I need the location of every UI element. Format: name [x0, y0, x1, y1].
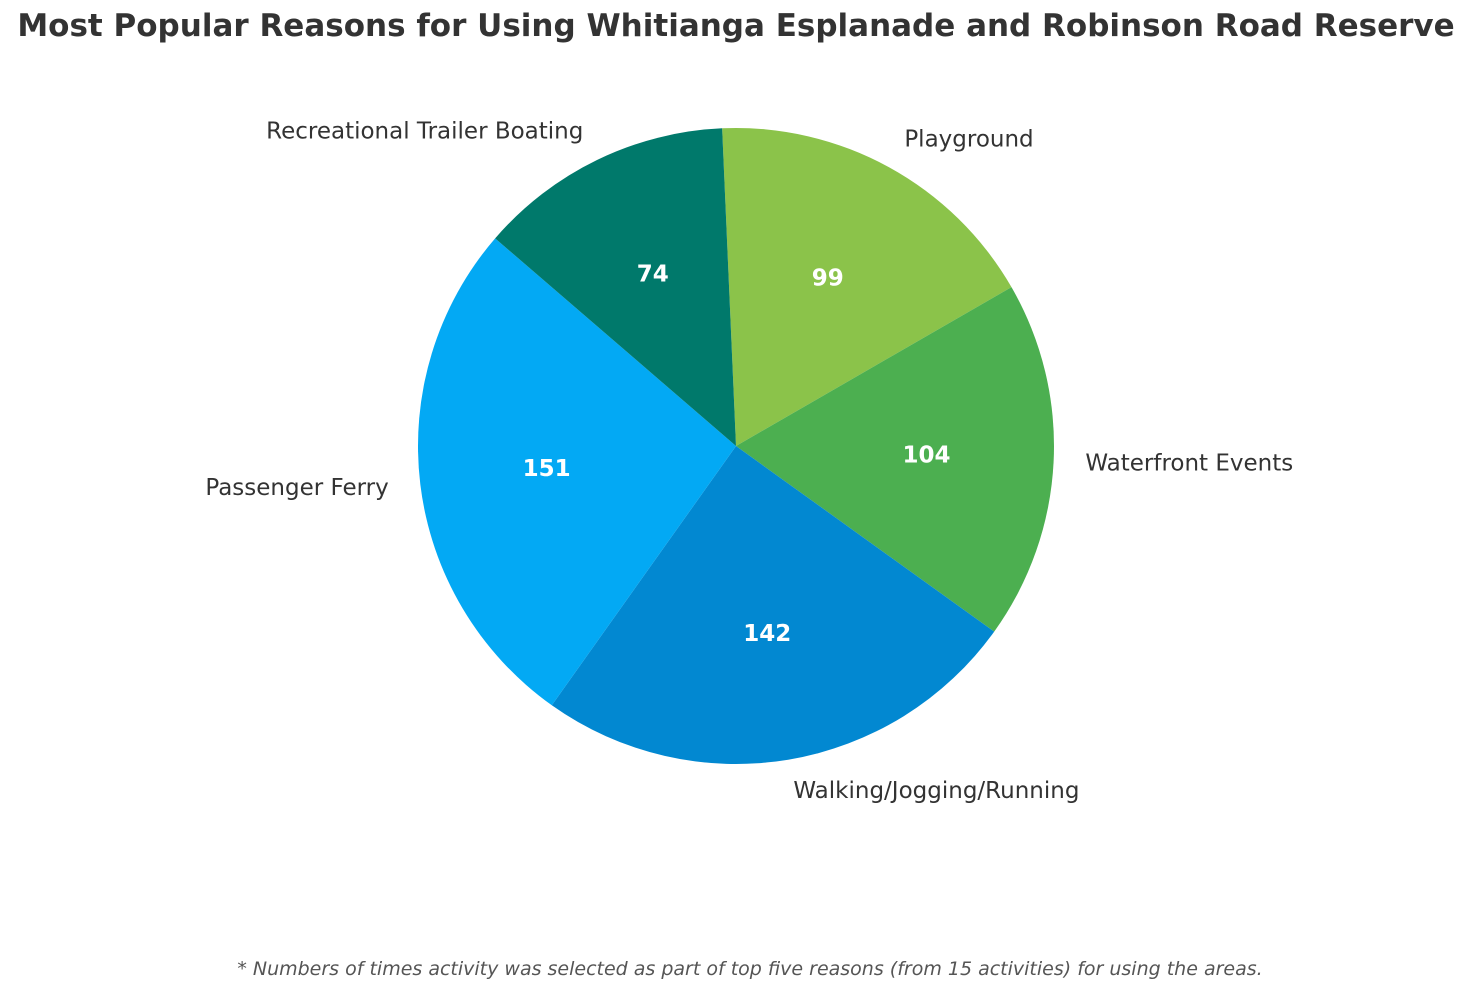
value-labels: 99 104 142 151 74	[523, 261, 951, 647]
slice-label-recreational-trailer-boating: Recreational Trailer Boating	[266, 118, 583, 144]
value-label-walking-jogging-running: 142	[743, 621, 791, 647]
value-label-passenger-ferry: 151	[523, 456, 571, 482]
slice-label-waterfront-events: Waterfront Events	[1085, 451, 1293, 477]
chart-footnote: * Numbers of times activity was selected…	[237, 958, 1263, 980]
pie-slices	[417, 127, 1054, 765]
pie-slice-passenger-ferry	[417, 238, 736, 706]
slice-label-playground: Playground	[904, 126, 1033, 152]
slice-labels: Playground Waterfront Events Walking/Joggi…	[205, 118, 1293, 804]
chart-title: Most Popular Reasons for Using Whitianga…	[17, 8, 1455, 44]
slice-label-passenger-ferry: Passenger Ferry	[205, 475, 388, 501]
slice-label-walking-jogging-running: Walking/Jogging/Running	[793, 778, 1079, 804]
value-label-recreational-trailer-boating: 74	[637, 261, 669, 287]
pie-slice-walking-jogging-running	[551, 446, 995, 765]
pie-slice-waterfront-events	[736, 287, 1054, 632]
value-label-playground: 99	[812, 266, 844, 292]
value-label-waterfront-events: 104	[903, 443, 951, 469]
pie-slice-playground	[722, 127, 1012, 446]
pie-slice-recreational-trailer-boating	[495, 128, 736, 447]
